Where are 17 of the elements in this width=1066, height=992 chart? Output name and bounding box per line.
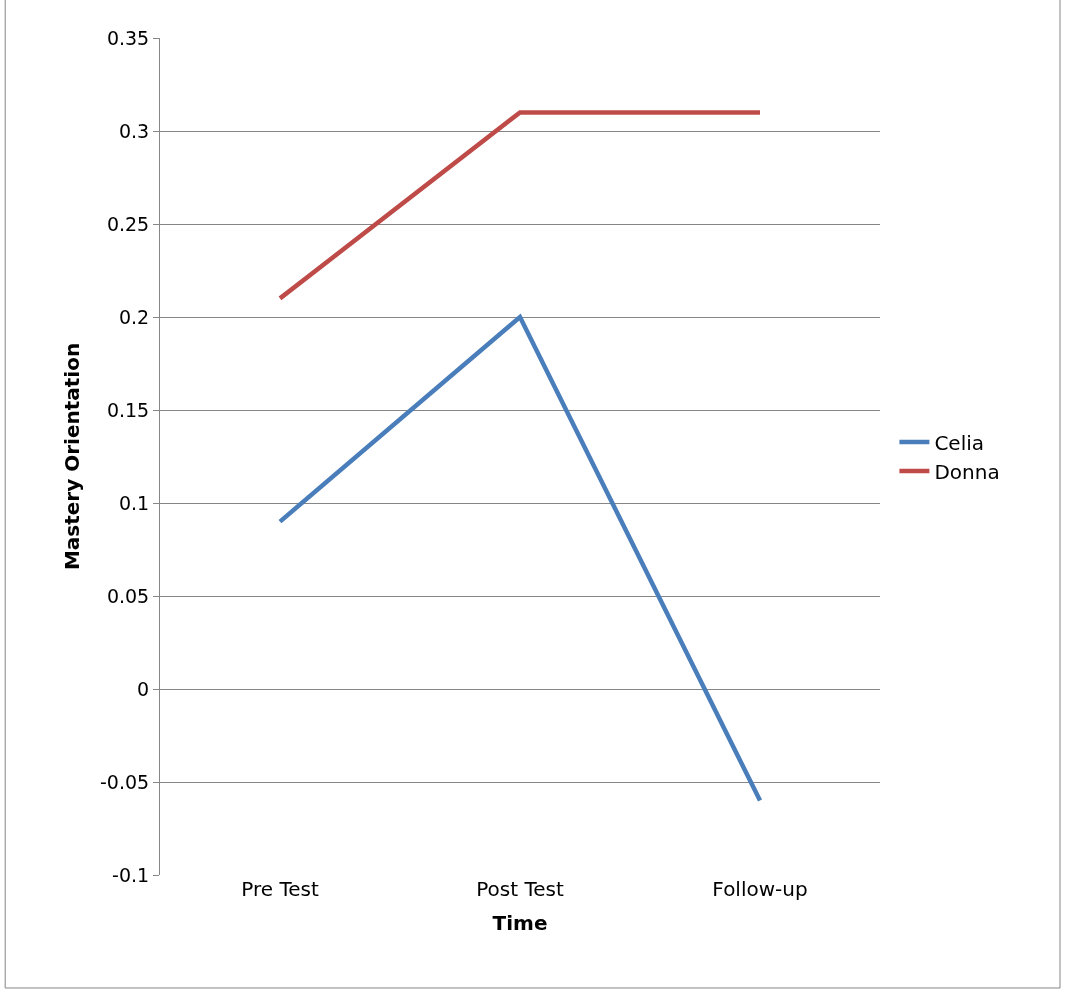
y-tick-label: 0.25 (106, 212, 150, 235)
x-axis-title: Time (492, 910, 548, 935)
y-tick-label: -0.1 (112, 863, 150, 886)
legend-label: Celia (934, 430, 985, 455)
y-tick-label: 0.3 (118, 119, 150, 142)
x-tick-label: Follow-up (712, 877, 808, 901)
y-tick-label: 0 (137, 677, 150, 700)
x-tick-label: Pre Test (241, 877, 319, 901)
y-tick-label: -0.05 (100, 770, 150, 793)
y-tick-label: 0.05 (106, 584, 150, 607)
y-tick-label: 0.2 (118, 305, 150, 328)
x-tick-label: Post Test (476, 877, 564, 901)
y-axis-title: Mastery Orientation (59, 342, 84, 571)
y-tick-label: 0.35 (106, 26, 150, 49)
legend-label: Donna (934, 459, 1000, 484)
y-tick-label: 0.15 (106, 398, 150, 421)
y-tick-label: 0.1 (118, 491, 150, 514)
